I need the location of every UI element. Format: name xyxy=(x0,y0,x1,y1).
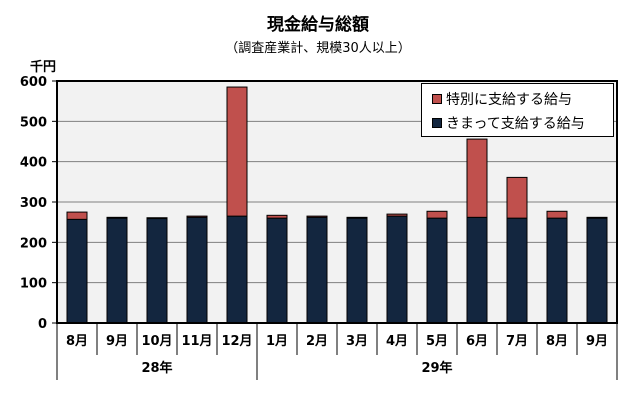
year-label: 28年 xyxy=(141,360,172,376)
bar-regular xyxy=(546,217,568,324)
bar-regular xyxy=(266,217,288,324)
bar-regular xyxy=(506,217,528,324)
bar-special xyxy=(506,176,528,219)
bar-regular xyxy=(66,218,88,324)
year-label: 29年 xyxy=(421,360,452,376)
x-tick-label: 9月 xyxy=(586,334,608,349)
bar-regular xyxy=(466,216,488,324)
bar-regular xyxy=(186,216,208,324)
legend-swatch-regular xyxy=(432,118,442,128)
y-tick-label: 400 xyxy=(20,156,47,171)
legend-item-regular: きまって支給する給与 xyxy=(432,113,585,133)
legend-swatch-special xyxy=(432,94,442,104)
bar-special xyxy=(306,215,328,218)
chart-title: 現金給与総額 xyxy=(267,15,369,35)
bar-special xyxy=(186,215,208,218)
y-tick-label: 0 xyxy=(38,317,47,332)
x-tick-label: 2月 xyxy=(306,334,328,349)
x-tick-label: 7月 xyxy=(506,334,528,349)
x-tick-label: 6月 xyxy=(466,334,488,349)
legend: 特別に支給する給与 きまって支給する給与 xyxy=(421,83,614,137)
x-tick-label: 8月 xyxy=(66,334,88,349)
legend-label-regular: きまって支給する給与 xyxy=(446,116,585,132)
y-tick-label: 100 xyxy=(20,277,47,292)
x-tick-label: 11月 xyxy=(181,334,212,349)
chart-subtitle: （調査産業計、規模30人以上） xyxy=(225,41,411,56)
x-tick-label: 5月 xyxy=(426,334,448,349)
legend-item-special: 特別に支給する給与 xyxy=(432,89,572,109)
bar-special xyxy=(546,210,568,219)
y-tick-label: 600 xyxy=(20,75,47,90)
x-tick-label: 12月 xyxy=(221,334,252,349)
y-tick-label: 200 xyxy=(20,236,47,251)
bar-special xyxy=(346,216,368,219)
bar-regular xyxy=(426,217,448,324)
x-tick-label: 9月 xyxy=(106,334,128,349)
x-tick-label: 1月 xyxy=(266,334,288,349)
bar-special xyxy=(586,216,608,219)
x-tick-label: 3月 xyxy=(346,334,368,349)
plot-border xyxy=(56,80,618,324)
bar-special xyxy=(66,211,88,220)
bar-special xyxy=(106,216,128,219)
x-tick-label: 4月 xyxy=(386,334,408,349)
legend-label-special: 特別に支給する給与 xyxy=(446,92,572,108)
bar-special xyxy=(226,86,248,217)
x-tick-label: 10月 xyxy=(141,334,172,349)
bar-regular xyxy=(586,217,608,324)
bar-special xyxy=(146,217,168,220)
bar-regular xyxy=(106,217,128,324)
x-tick-label: 8月 xyxy=(546,334,568,349)
bar-special xyxy=(386,213,408,217)
bar-regular xyxy=(386,215,408,324)
bar-regular xyxy=(346,217,368,324)
bar-special xyxy=(466,138,488,218)
bar-regular xyxy=(306,216,328,324)
bar-regular xyxy=(226,215,248,324)
bar-special xyxy=(426,210,448,219)
y-axis-unit-label: 千円 xyxy=(30,60,57,75)
y-tick-label: 500 xyxy=(20,115,47,130)
y-tick-label: 300 xyxy=(20,196,47,211)
bar-special xyxy=(266,214,288,219)
bar-regular xyxy=(146,218,168,324)
